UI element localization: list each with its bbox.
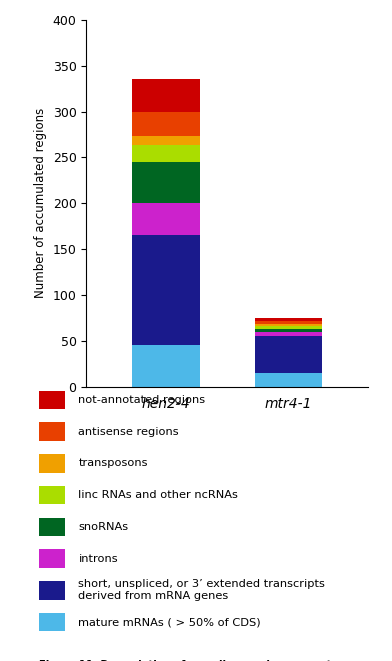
Bar xyxy=(255,373,323,387)
Bar xyxy=(132,79,200,112)
Bar xyxy=(132,235,200,346)
Bar xyxy=(255,318,323,321)
Bar xyxy=(132,112,200,136)
Text: mature mRNAs ( > 50% of CDS): mature mRNAs ( > 50% of CDS) xyxy=(78,617,261,627)
Bar xyxy=(255,325,323,326)
Text: antisense regions: antisense regions xyxy=(78,426,179,437)
Text: short, unspliced, or 3’ extended transcripts
derived from mRNA genes: short, unspliced, or 3’ extended transcr… xyxy=(78,580,325,601)
Text: snoRNAs: snoRNAs xyxy=(78,522,129,532)
Bar xyxy=(132,136,200,145)
Bar xyxy=(255,336,323,373)
Bar xyxy=(132,346,200,387)
Bar xyxy=(255,332,323,336)
Bar xyxy=(132,145,200,162)
Text: Figure 11. Degradation of non-ribosomal exosome targe: Figure 11. Degradation of non-ribosomal … xyxy=(39,660,358,661)
Text: introns: introns xyxy=(78,553,118,564)
Bar xyxy=(132,162,200,204)
Bar xyxy=(255,326,323,329)
Bar xyxy=(255,321,323,325)
Bar xyxy=(255,329,323,332)
Text: linc RNAs and other ncRNAs: linc RNAs and other ncRNAs xyxy=(78,490,238,500)
Y-axis label: Number of accumulated regions: Number of accumulated regions xyxy=(34,108,47,298)
Bar xyxy=(132,204,200,235)
Text: transposons: transposons xyxy=(78,458,148,469)
Text: not-annotated regions: not-annotated regions xyxy=(78,395,205,405)
